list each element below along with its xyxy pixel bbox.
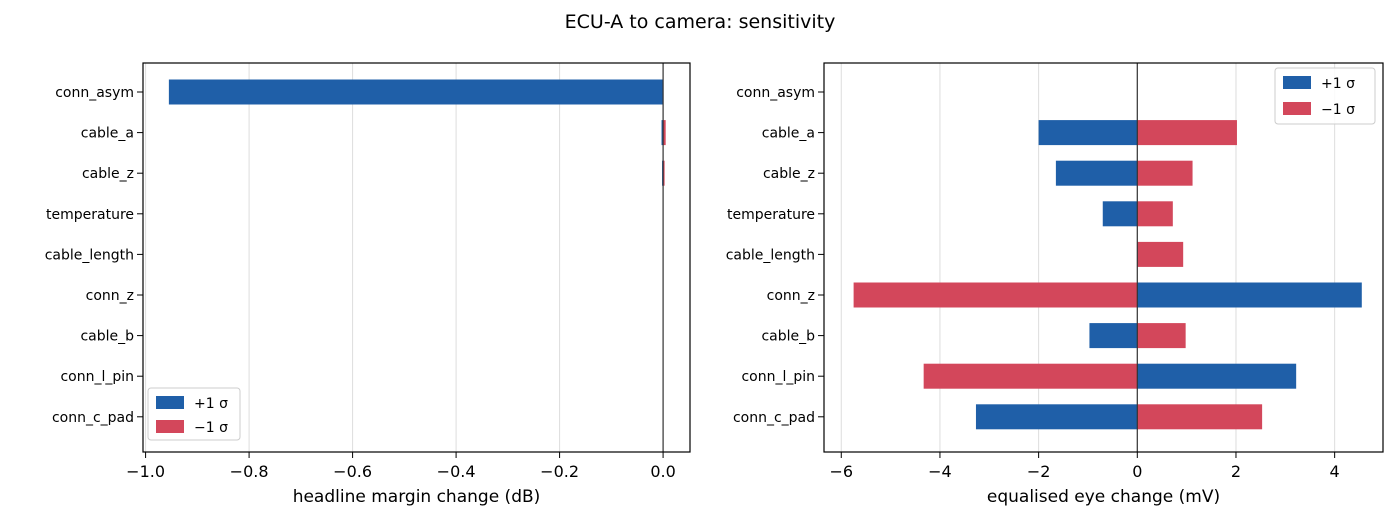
eye-xtick-label: 2 bbox=[1231, 462, 1241, 481]
margin-bar-conn_asym-plus bbox=[168, 79, 664, 105]
margin-legend-swatch bbox=[156, 396, 184, 409]
eye-bar-cable_z-plus bbox=[1055, 160, 1138, 186]
margin-category-label: conn_z bbox=[86, 288, 134, 304]
eye-category-label: conn_z bbox=[767, 288, 815, 304]
margin-bar-cable_a-plus bbox=[661, 120, 664, 146]
eye-category-label: temperature bbox=[727, 207, 815, 223]
eye-legend-swatch bbox=[1283, 102, 1311, 115]
eye-bar-conn_c_pad-minus bbox=[1137, 404, 1263, 430]
eye-bar-conn_l_pin-minus bbox=[923, 363, 1138, 389]
eye-xtick-label: 4 bbox=[1330, 462, 1340, 481]
eye-legend-swatch bbox=[1283, 76, 1311, 89]
margin-bar-cable_a-minus bbox=[663, 120, 666, 146]
margin-xtick-label: 0.0 bbox=[650, 462, 675, 481]
margin-category-label: conn_c_pad bbox=[52, 410, 134, 426]
eye-bar-cable_a-plus bbox=[1038, 120, 1138, 146]
eye-bar-conn_c_pad-plus bbox=[975, 404, 1138, 430]
margin-legend-label: −1 σ bbox=[194, 420, 228, 436]
eye-bar-cable_b-plus bbox=[1089, 323, 1138, 349]
eye-xlabel: equalised eye change (mV) bbox=[987, 487, 1220, 507]
margin-xtick-label: −1.0 bbox=[126, 462, 165, 481]
eye-axes-frame bbox=[823, 62, 1384, 453]
eye-bar-conn_z-plus bbox=[1137, 282, 1362, 308]
eye-legend: +1 σ −1 σ bbox=[1274, 67, 1376, 125]
eye-bar-cable_z-minus bbox=[1137, 160, 1193, 186]
margin-category-label: cable_b bbox=[80, 329, 134, 345]
margin-xtick-label: −0.8 bbox=[230, 462, 269, 481]
eye-change-chart: −6 −4 −2 0 2 4 conn_asym cable_a cable_z temperat… bbox=[726, 62, 1384, 507]
eye-category-label: cable_a bbox=[762, 126, 815, 142]
eye-legend-label: −1 σ bbox=[1321, 102, 1355, 118]
margin-xtick-label: −0.6 bbox=[333, 462, 372, 481]
eye-bar-conn_z-minus bbox=[853, 282, 1138, 308]
figure-title: ECU-A to camera: sensitivity bbox=[565, 11, 836, 33]
margin-category-label: cable_length bbox=[45, 247, 134, 263]
eye-category-label: conn_c_pad bbox=[733, 410, 815, 426]
eye-bar-temperature-minus bbox=[1137, 201, 1173, 227]
margin-axes-frame bbox=[142, 62, 691, 453]
margin-category-label: cable_a bbox=[81, 126, 134, 142]
margin-legend-label: +1 σ bbox=[194, 396, 228, 412]
margin-category-label: conn_l_pin bbox=[60, 369, 134, 385]
margin-legend-swatch bbox=[156, 420, 184, 433]
margin-legend: +1 σ −1 σ bbox=[147, 387, 241, 441]
eye-category-label: conn_asym bbox=[736, 85, 815, 101]
margin-xlabel: headline margin change (dB) bbox=[293, 487, 541, 507]
eye-category-label: cable_length bbox=[726, 247, 815, 263]
eye-bar-conn_l_pin-plus bbox=[1137, 363, 1297, 389]
margin-xtick-label: −0.4 bbox=[437, 462, 476, 481]
eye-xtick-label: −6 bbox=[829, 462, 853, 481]
margin-xtick-label: −0.2 bbox=[540, 462, 579, 481]
margin-bar-cable_z-minus bbox=[663, 160, 665, 186]
eye-category-label: cable_z bbox=[763, 166, 815, 182]
margin-category-label: temperature bbox=[46, 207, 134, 223]
eye-xtick-label: 0 bbox=[1132, 462, 1142, 481]
eye-xtick-label: −4 bbox=[928, 462, 952, 481]
eye-xtick-label: −2 bbox=[1027, 462, 1051, 481]
margin-change-chart: −1.0 −0.8 −0.6 −0.4 −0.2 0.0 conn_asym cable_ac… bbox=[45, 62, 691, 507]
eye-bar-cable_length-minus bbox=[1137, 241, 1184, 267]
eye-category-label: cable_b bbox=[761, 329, 815, 345]
eye-legend-label: +1 σ bbox=[1321, 76, 1355, 92]
eye-bar-cable_a-minus bbox=[1137, 120, 1237, 146]
eye-bar-cable_b-minus bbox=[1137, 323, 1186, 349]
margin-category-label: conn_asym bbox=[55, 85, 134, 101]
eye-category-label: conn_l_pin bbox=[741, 369, 815, 385]
eye-bar-temperature-plus bbox=[1102, 201, 1138, 227]
margin-category-label: cable_z bbox=[82, 166, 134, 182]
